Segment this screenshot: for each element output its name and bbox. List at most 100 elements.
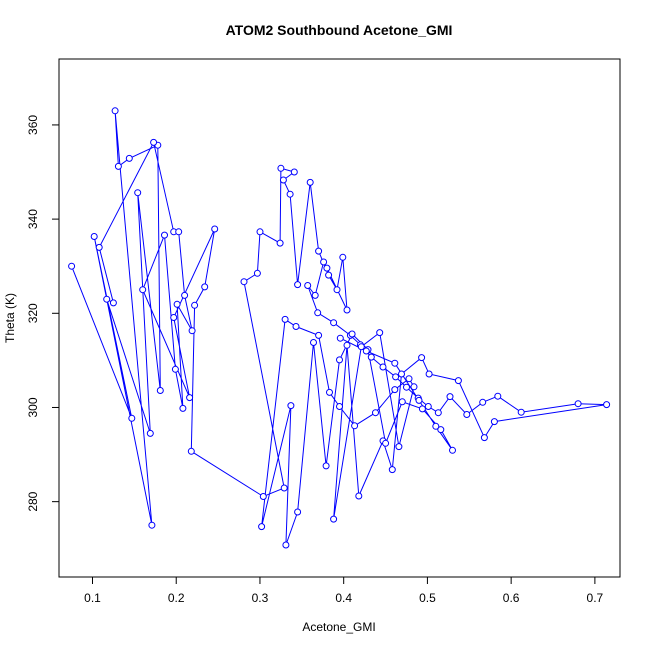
data-point xyxy=(314,309,322,317)
x-tick-label: 0.1 xyxy=(84,591,101,605)
data-point xyxy=(156,387,164,394)
data-point xyxy=(479,398,487,406)
data-point xyxy=(125,154,133,162)
data-point xyxy=(90,233,98,240)
data-point xyxy=(294,508,302,516)
data-point xyxy=(111,107,119,115)
data-point xyxy=(355,492,363,500)
data-point xyxy=(463,411,471,418)
data-point xyxy=(391,386,399,394)
data-point xyxy=(173,300,181,308)
data-point xyxy=(292,323,300,330)
data-point xyxy=(148,521,156,529)
y-axis-label: Theta (K) xyxy=(3,293,17,343)
data-point xyxy=(333,286,341,294)
data-point xyxy=(454,377,462,385)
series-line xyxy=(71,110,607,546)
data-point xyxy=(336,403,343,410)
x-tick-label: 0.4 xyxy=(335,591,352,605)
data-point xyxy=(95,243,103,251)
data-point xyxy=(187,447,195,455)
data-point xyxy=(517,408,525,416)
data-point xyxy=(432,422,440,430)
data-point xyxy=(256,228,264,236)
data-point xyxy=(191,301,199,309)
data-point xyxy=(322,462,330,470)
data-point xyxy=(109,299,117,307)
data-point xyxy=(134,189,142,197)
data-point xyxy=(181,291,189,299)
plot-frame xyxy=(58,58,621,578)
data-point xyxy=(281,315,289,323)
data-point xyxy=(294,281,302,289)
data-point xyxy=(306,178,314,186)
data-point xyxy=(490,418,498,426)
data-point xyxy=(418,354,426,362)
data-point xyxy=(415,396,423,404)
data-point xyxy=(343,341,351,349)
data-point xyxy=(348,330,356,338)
data-point xyxy=(367,353,375,361)
data-point xyxy=(279,176,287,184)
data-point xyxy=(388,466,396,474)
data-point xyxy=(494,392,502,400)
data-point xyxy=(405,375,413,383)
series-layer xyxy=(68,107,611,549)
data-point xyxy=(325,271,333,279)
data-point xyxy=(574,400,582,408)
data-point xyxy=(150,138,158,146)
data-point xyxy=(315,247,323,255)
data-point xyxy=(282,541,290,549)
data-point xyxy=(357,343,365,351)
data-point xyxy=(372,409,379,417)
y-tick-label: 320 xyxy=(26,303,40,323)
data-point xyxy=(240,278,248,286)
data-point xyxy=(434,409,442,417)
x-axis-label: Acetone_GMI xyxy=(302,620,375,634)
data-point xyxy=(336,334,344,342)
data-point xyxy=(379,363,387,371)
data-point xyxy=(339,253,347,261)
data-point xyxy=(336,356,343,364)
y-tick-label: 340 xyxy=(26,209,40,229)
data-point xyxy=(446,393,454,401)
data-point xyxy=(258,523,266,531)
data-point xyxy=(175,228,183,236)
data-point xyxy=(280,484,288,492)
data-point xyxy=(211,225,219,233)
data-point xyxy=(392,373,400,381)
data-point xyxy=(179,404,187,412)
x-tick-label: 0.2 xyxy=(168,591,185,605)
data-point xyxy=(330,319,338,327)
data-point xyxy=(311,291,319,299)
data-point xyxy=(323,264,331,272)
y-tick-label: 300 xyxy=(26,397,40,417)
data-point xyxy=(103,295,111,303)
x-tick-label: 0.5 xyxy=(419,591,436,605)
data-point xyxy=(403,383,410,391)
data-point xyxy=(362,347,370,355)
data-point xyxy=(330,515,338,523)
data-point xyxy=(382,439,390,447)
y-tick-label: 280 xyxy=(26,491,40,511)
data-point xyxy=(398,370,405,378)
data-point xyxy=(304,282,312,289)
data-point xyxy=(391,359,399,367)
data-point xyxy=(343,306,351,314)
x-axis: 0.1 0.2 0.3 0.4 0.5 0.6 0.7 xyxy=(84,576,604,605)
data-point xyxy=(139,286,147,294)
data-point xyxy=(315,331,323,339)
data-point xyxy=(276,239,284,247)
data-point xyxy=(171,365,179,373)
x-tick-label: 0.3 xyxy=(252,591,269,605)
data-point xyxy=(253,269,261,277)
data-point xyxy=(128,414,136,422)
data-point xyxy=(480,434,488,442)
data-point xyxy=(449,446,456,454)
data-point xyxy=(326,388,333,396)
data-point xyxy=(418,405,426,413)
data-point xyxy=(376,329,384,337)
data-point xyxy=(395,443,403,451)
data-point xyxy=(170,314,178,321)
